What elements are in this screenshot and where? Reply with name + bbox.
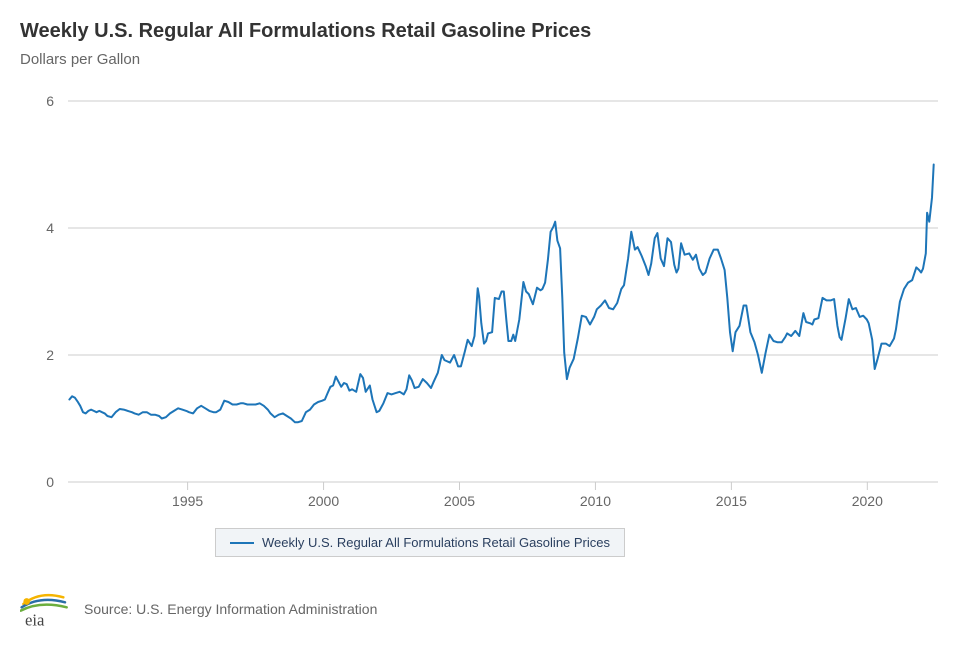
svg-text:2020: 2020	[852, 493, 883, 509]
plot-area: 0 2 4 6 1995 2000 2005 2010 2015 2020	[20, 72, 950, 512]
svg-text:4: 4	[46, 220, 54, 236]
svg-text:1995: 1995	[172, 493, 203, 509]
svg-text:2005: 2005	[444, 493, 475, 509]
chart-container: Weekly U.S. Regular All Formulations Ret…	[20, 20, 950, 512]
svg-text:2010: 2010	[580, 493, 611, 509]
svg-text:2015: 2015	[716, 493, 747, 509]
svg-text:6: 6	[46, 93, 54, 109]
legend-label: Weekly U.S. Regular All Formulations Ret…	[262, 535, 610, 550]
footer: eia Source: U.S. Energy Information Admi…	[20, 589, 377, 629]
eia-logo: eia	[20, 589, 70, 629]
source-text: Source: U.S. Energy Information Administ…	[84, 601, 377, 617]
chart-svg: 0 2 4 6 1995 2000 2005 2010 2015 2020	[20, 72, 950, 512]
chart-subtitle: Dollars per Gallon	[20, 51, 950, 68]
svg-text:eia: eia	[25, 611, 45, 629]
svg-text:2000: 2000	[308, 493, 339, 509]
legend: Weekly U.S. Regular All Formulations Ret…	[215, 528, 625, 557]
svg-text:0: 0	[46, 474, 54, 490]
chart-title: Weekly U.S. Regular All Formulations Ret…	[20, 20, 950, 43]
legend-swatch	[230, 542, 254, 544]
svg-text:2: 2	[46, 347, 54, 363]
